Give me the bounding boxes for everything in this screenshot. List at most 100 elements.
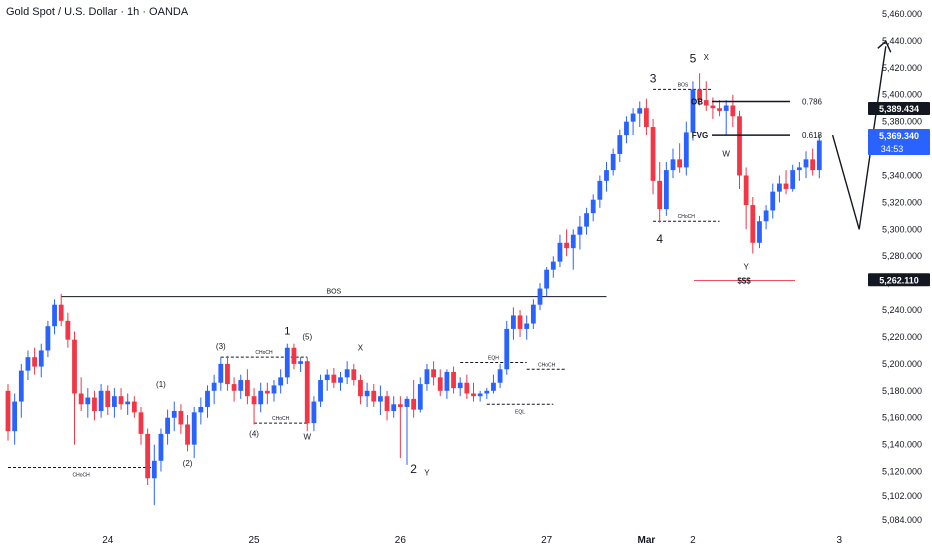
candle-body xyxy=(663,170,669,210)
candle-body xyxy=(610,153,616,171)
candle-body xyxy=(617,135,623,154)
x-tick-label: 27 xyxy=(541,535,553,546)
candle-body xyxy=(25,357,31,371)
structure-label: BOS xyxy=(326,289,341,296)
x-tick-label: 24 xyxy=(102,535,114,546)
candle-body xyxy=(444,371,450,391)
candle-body xyxy=(677,159,683,168)
x-tick-label: 25 xyxy=(248,535,260,546)
wave-label: W xyxy=(303,432,311,441)
candle-body xyxy=(690,89,696,133)
wave-label: Y xyxy=(424,469,430,478)
wave-label: 5 xyxy=(690,51,697,65)
wave-label: X xyxy=(358,343,364,352)
candle-body xyxy=(737,116,742,176)
candle-body xyxy=(624,121,629,136)
candle-body xyxy=(145,433,151,479)
y-tick-label: 5,160.000 xyxy=(882,413,922,423)
candle-body xyxy=(185,424,190,445)
candle-body xyxy=(777,183,782,192)
candle-body xyxy=(12,401,18,432)
y-tick-label: 5,320.000 xyxy=(882,197,922,207)
structure-label: CHoCH xyxy=(538,362,556,368)
candle-body xyxy=(816,140,822,171)
y-tick-label: 5,440.000 xyxy=(882,36,922,46)
candle-body xyxy=(537,288,543,305)
candle-body xyxy=(577,226,583,235)
candle-body xyxy=(178,410,184,425)
candle-body xyxy=(384,396,390,411)
candle-body xyxy=(338,377,343,383)
candle-body xyxy=(58,304,64,321)
wave-label: X xyxy=(704,53,710,62)
candle-body xyxy=(112,396,117,407)
structure-label: EQH xyxy=(488,356,499,362)
x-tick-label: 2 xyxy=(690,535,696,546)
y-tick-label: 5,280.000 xyxy=(882,251,922,261)
candle-body xyxy=(530,304,536,324)
candle-body xyxy=(743,175,749,206)
candle-body xyxy=(397,404,403,407)
candle-body xyxy=(511,315,516,329)
candle-body xyxy=(78,393,84,405)
candle-body xyxy=(484,390,490,394)
candle-body xyxy=(391,404,397,411)
candle-body xyxy=(550,261,556,270)
candle-body xyxy=(311,401,317,424)
candle-body xyxy=(278,377,284,386)
candle-body xyxy=(730,105,736,117)
candle-body xyxy=(524,323,530,329)
wave-label: (3) xyxy=(216,342,226,351)
candle-body xyxy=(291,347,297,364)
candle-body xyxy=(750,205,756,243)
price-tag xyxy=(868,273,930,287)
wave-label: (2) xyxy=(183,459,193,468)
candle-body xyxy=(72,339,77,394)
candle-body xyxy=(371,390,377,402)
candle-body xyxy=(437,377,443,391)
candle-body xyxy=(131,401,137,413)
candle-body xyxy=(105,390,111,407)
candle-body xyxy=(491,382,496,391)
candle-body xyxy=(205,390,210,407)
ratio-label-0618: 0.618 xyxy=(802,131,823,140)
candle-body xyxy=(504,328,510,370)
x-tick-label: Mar xyxy=(638,535,656,546)
candle-body xyxy=(38,350,44,367)
candle-body xyxy=(92,397,97,411)
candle-body xyxy=(258,390,264,405)
candle-body xyxy=(723,105,729,111)
structure-label: CHoCH xyxy=(255,350,273,356)
candle-body xyxy=(125,401,131,405)
candle-body xyxy=(358,380,363,397)
wave-label: (5) xyxy=(302,333,312,342)
wave-label: 2 xyxy=(410,462,417,476)
candle-body xyxy=(650,127,656,181)
x-tick-label: 26 xyxy=(395,535,407,546)
candle-body xyxy=(644,108,649,128)
candle-body xyxy=(85,397,91,405)
candle-body xyxy=(198,406,204,413)
candle-body xyxy=(783,183,789,189)
y-tick-label: 5,300.000 xyxy=(882,224,922,234)
candle-body xyxy=(378,396,383,402)
y-tick-label: 5,220.000 xyxy=(882,332,922,342)
candle-body xyxy=(604,170,609,181)
candle-body xyxy=(45,326,51,351)
wave-label: 3 xyxy=(650,72,657,86)
candle-body xyxy=(118,396,124,405)
price-tag-label: 5,262.110 xyxy=(879,275,919,285)
candle-body xyxy=(630,113,636,122)
candle-body xyxy=(457,382,463,389)
price-tag-label: 5,369.340 xyxy=(879,131,919,141)
candle-body xyxy=(364,390,370,397)
structure-label: CHoCH xyxy=(678,214,696,220)
candle-body xyxy=(796,167,802,171)
candle-body xyxy=(451,371,456,389)
candle-body xyxy=(564,242,569,249)
wave-label: Y xyxy=(743,263,749,272)
candle-body xyxy=(763,210,769,222)
candle-body xyxy=(477,393,483,397)
price-tag-countdown: 34:53 xyxy=(881,144,904,154)
